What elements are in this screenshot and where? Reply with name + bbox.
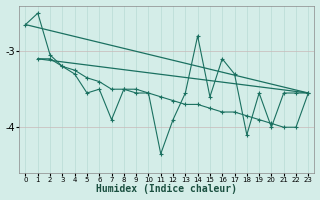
X-axis label: Humidex (Indice chaleur): Humidex (Indice chaleur) — [96, 184, 237, 194]
